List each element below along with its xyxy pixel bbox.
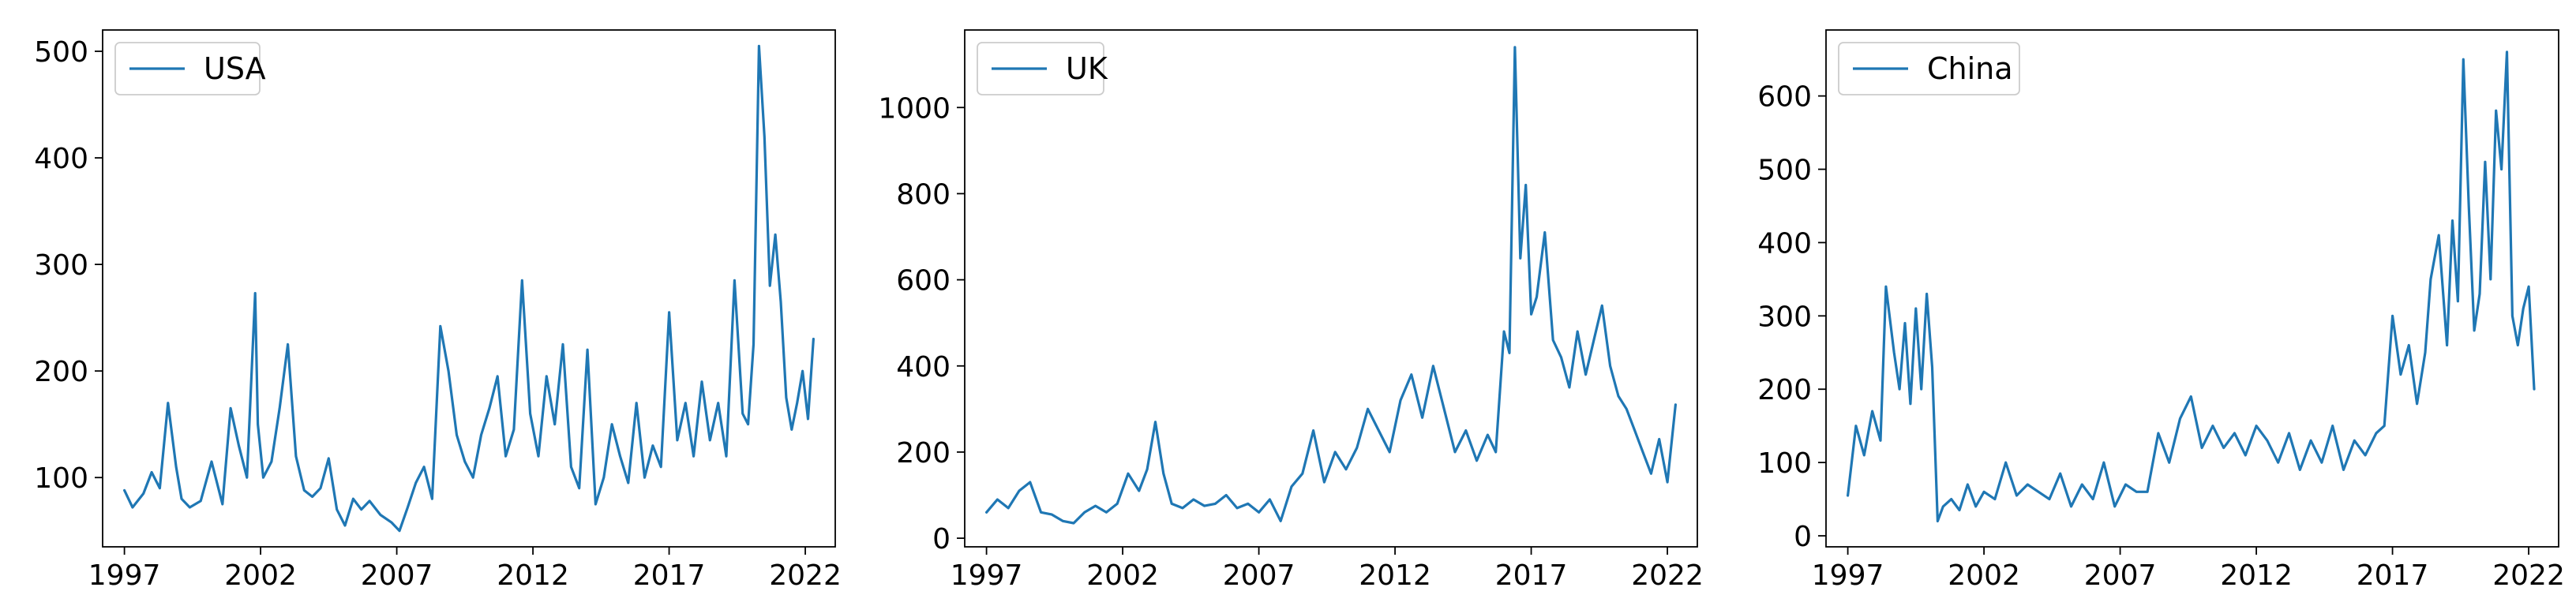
- y-tick-label: 0: [932, 523, 951, 556]
- y-tick-label: 500: [34, 36, 88, 69]
- axes-frame: [1825, 29, 2559, 548]
- x-tick-label: 2002: [1948, 559, 2020, 592]
- y-tick-label: 100: [1757, 447, 1812, 480]
- y-tick-label: 600: [1757, 81, 1812, 114]
- y-tick-label: 0: [1794, 521, 1812, 553]
- legend-label: UK: [1066, 51, 1108, 86]
- y-tick-label: 400: [34, 143, 88, 175]
- y-tick-label: 800: [896, 178, 951, 211]
- china-panel: 1997 2002 2007 2012 2017 2022 0 100 200 300 400 500…: [1757, 29, 2565, 592]
- y-tick-label: 300: [34, 249, 88, 282]
- x-tick-label: 2017: [2357, 559, 2429, 592]
- legend-box: [1838, 42, 2020, 95]
- x-tick-label: 2007: [361, 559, 433, 592]
- x-tick-label: 1997: [1812, 559, 1884, 592]
- y-tick-label: 600: [896, 265, 951, 297]
- y-tick-label: 200: [34, 356, 88, 388]
- uk-panel: 1997 2002 2007 2012 2017 2022 0 200 400 600 800 100…: [878, 29, 1704, 592]
- legend: USA: [114, 42, 266, 95]
- x-tick-label: 2017: [633, 559, 706, 592]
- x-tick-label: 1997: [951, 559, 1023, 592]
- legend-label: China: [1927, 51, 2013, 86]
- x-tick-label: 2012: [2220, 559, 2293, 592]
- x-tick-label: 2022: [2492, 559, 2565, 592]
- usa-panel: 1997 2002 2007 2012 2017 2022 100 200 300 400 500 U…: [34, 29, 842, 592]
- x-tick-label: 2017: [1495, 559, 1568, 592]
- y-tick-label: 300: [1757, 301, 1812, 333]
- legend: UK: [977, 42, 1108, 95]
- y-tick-label: 100: [34, 462, 88, 495]
- y-tick-label: 200: [896, 437, 951, 469]
- x-tick-label: 2002: [1086, 559, 1159, 592]
- legend-label: USA: [204, 51, 266, 86]
- legend-box: [114, 42, 261, 95]
- x-tick-label: 2007: [2084, 559, 2157, 592]
- x-tick-label: 2022: [1631, 559, 1704, 592]
- series-line-uk: [984, 46, 1677, 525]
- x-tick-label: 2022: [769, 559, 842, 592]
- x-tick-label: 1997: [88, 559, 161, 592]
- series-line-usa: [123, 44, 816, 533]
- series-line-china: [1847, 50, 2536, 523]
- x-tick-label: 2012: [497, 559, 569, 592]
- y-tick-label: 200: [1757, 374, 1812, 406]
- y-tick-label: 500: [1757, 155, 1812, 187]
- legend: China: [1838, 42, 2020, 95]
- x-tick-label: 2007: [1223, 559, 1295, 592]
- x-tick-label: 2002: [224, 559, 297, 592]
- y-tick-label: 400: [896, 351, 951, 383]
- y-tick-label: 1000: [878, 92, 951, 125]
- axes-frame: [964, 29, 1698, 548]
- y-tick-label: 400: [1757, 227, 1812, 260]
- x-tick-label: 2012: [1359, 559, 1431, 592]
- axes-frame: [102, 29, 836, 548]
